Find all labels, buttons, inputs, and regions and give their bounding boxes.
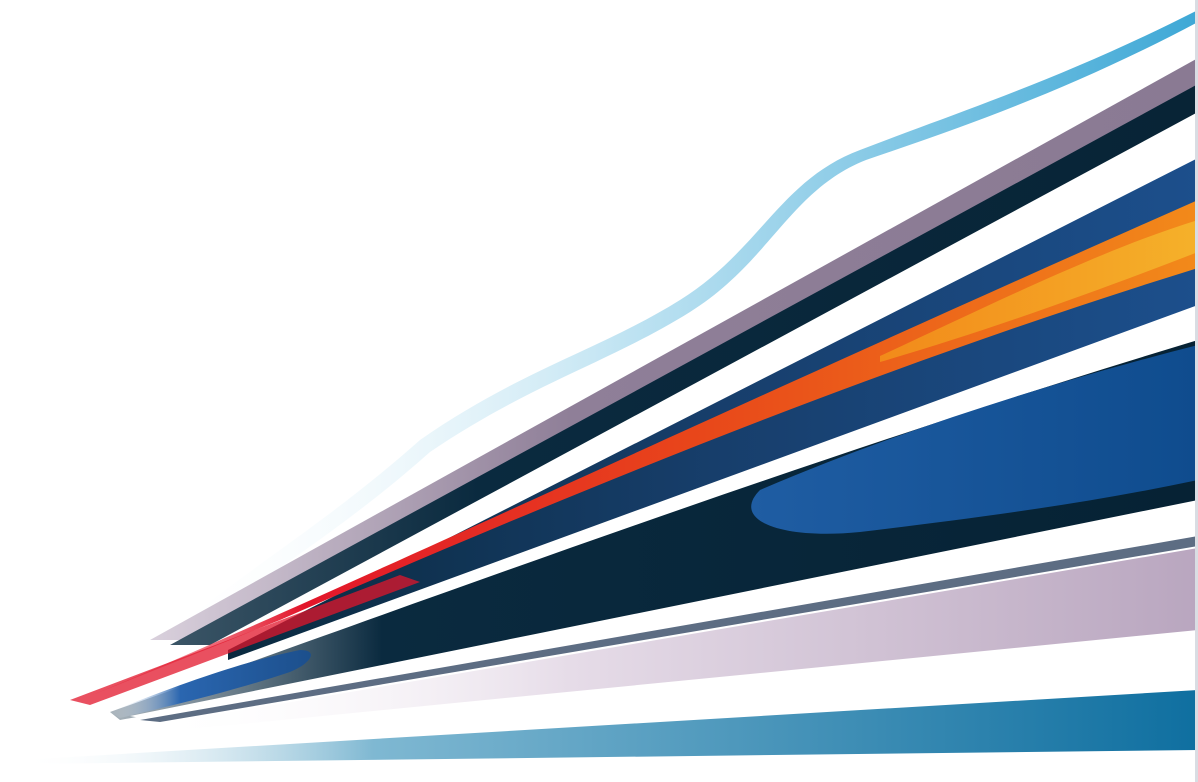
navy-stripe-upper bbox=[170, 84, 1198, 645]
slate-thin-line bbox=[140, 536, 1198, 722]
teal-base-stripe bbox=[20, 690, 1198, 764]
red-stripe bbox=[70, 575, 420, 705]
lilac-band bbox=[150, 548, 1198, 730]
orange-stripe bbox=[80, 200, 1198, 700]
white-gap bbox=[130, 500, 1198, 720]
mauve-stripe bbox=[150, 58, 1198, 640]
amber-highlight bbox=[880, 220, 1198, 362]
left-blue-streak bbox=[110, 650, 311, 718]
right-edge-border bbox=[1195, 0, 1198, 782]
deep-blue-lozenge bbox=[751, 345, 1198, 534]
